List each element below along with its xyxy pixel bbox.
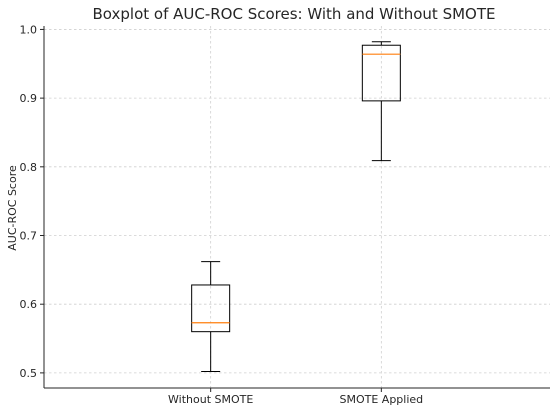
y-tick-label: 0.7: [20, 230, 38, 243]
y-axis-label: AUC-ROC Score: [6, 165, 19, 251]
axis-layer: 0.5 0.6 0.7 0.8 0.9 1.0 Without SMOTE SMOTE App…: [20, 23, 550, 406]
y-tick-label: 0.8: [20, 161, 38, 174]
box-iqr: [191, 284, 231, 333]
y-tick-label: 0.9: [20, 92, 38, 105]
chart-title: Boxplot of AUC-ROC Scores: With and With…: [93, 5, 496, 23]
box-iqr: [361, 44, 401, 102]
x-tick-label: Without SMOTE: [168, 393, 253, 406]
grid-layer: [44, 26, 550, 388]
y-tick-label: 1.0: [20, 23, 38, 36]
y-tick-label: 0.5: [20, 367, 38, 380]
x-tick-label: SMOTE Applied: [340, 393, 424, 406]
box-layer: [191, 41, 401, 373]
y-tick-label: 0.6: [20, 298, 38, 311]
